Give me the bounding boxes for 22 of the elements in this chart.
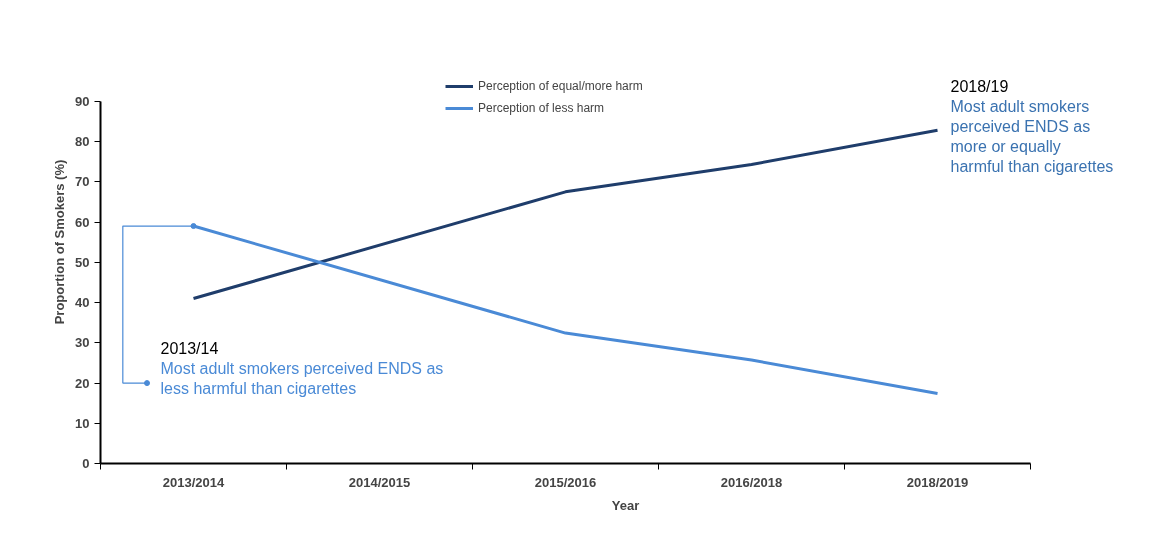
y-tick-label: 80	[75, 134, 90, 150]
y-axis-title: Proportion of Smokers (%)	[52, 159, 68, 325]
x-tick-label: 2018/2019	[906, 474, 969, 490]
x-axis-title: Year	[611, 497, 640, 513]
y-tick-label: 90	[75, 93, 90, 109]
x-tick-label: 2016/2018	[720, 474, 783, 490]
legend-label: Perception of equal/more harm	[478, 79, 643, 93]
y-tick-label: 70	[75, 174, 90, 190]
x-tick-label: 2015/2016	[534, 474, 597, 490]
y-tick-label: 30	[75, 335, 90, 351]
x-tick-label: 2014/2015	[348, 474, 411, 490]
y-tick-label: 60	[75, 214, 90, 230]
y-tick-label: 20	[75, 375, 90, 391]
y-tick-label: 10	[75, 415, 90, 431]
line-series	[192, 128, 940, 300]
x-tick-label: 2013/2014	[162, 474, 225, 490]
annotation: 2018/19 Most adult smokers perceived ENDS as more or equally harmful than cigarettes	[950, 78, 1114, 176]
y-tick-label: 50	[75, 254, 90, 270]
y-tick-label: 40	[75, 295, 90, 311]
legend-label: Perception of less harm	[478, 101, 605, 115]
annotation: 2013/14 Most adult smokers perceived ENDS as less harmful than cigarettes	[160, 340, 444, 398]
y-tick-label: 0	[82, 456, 90, 471]
